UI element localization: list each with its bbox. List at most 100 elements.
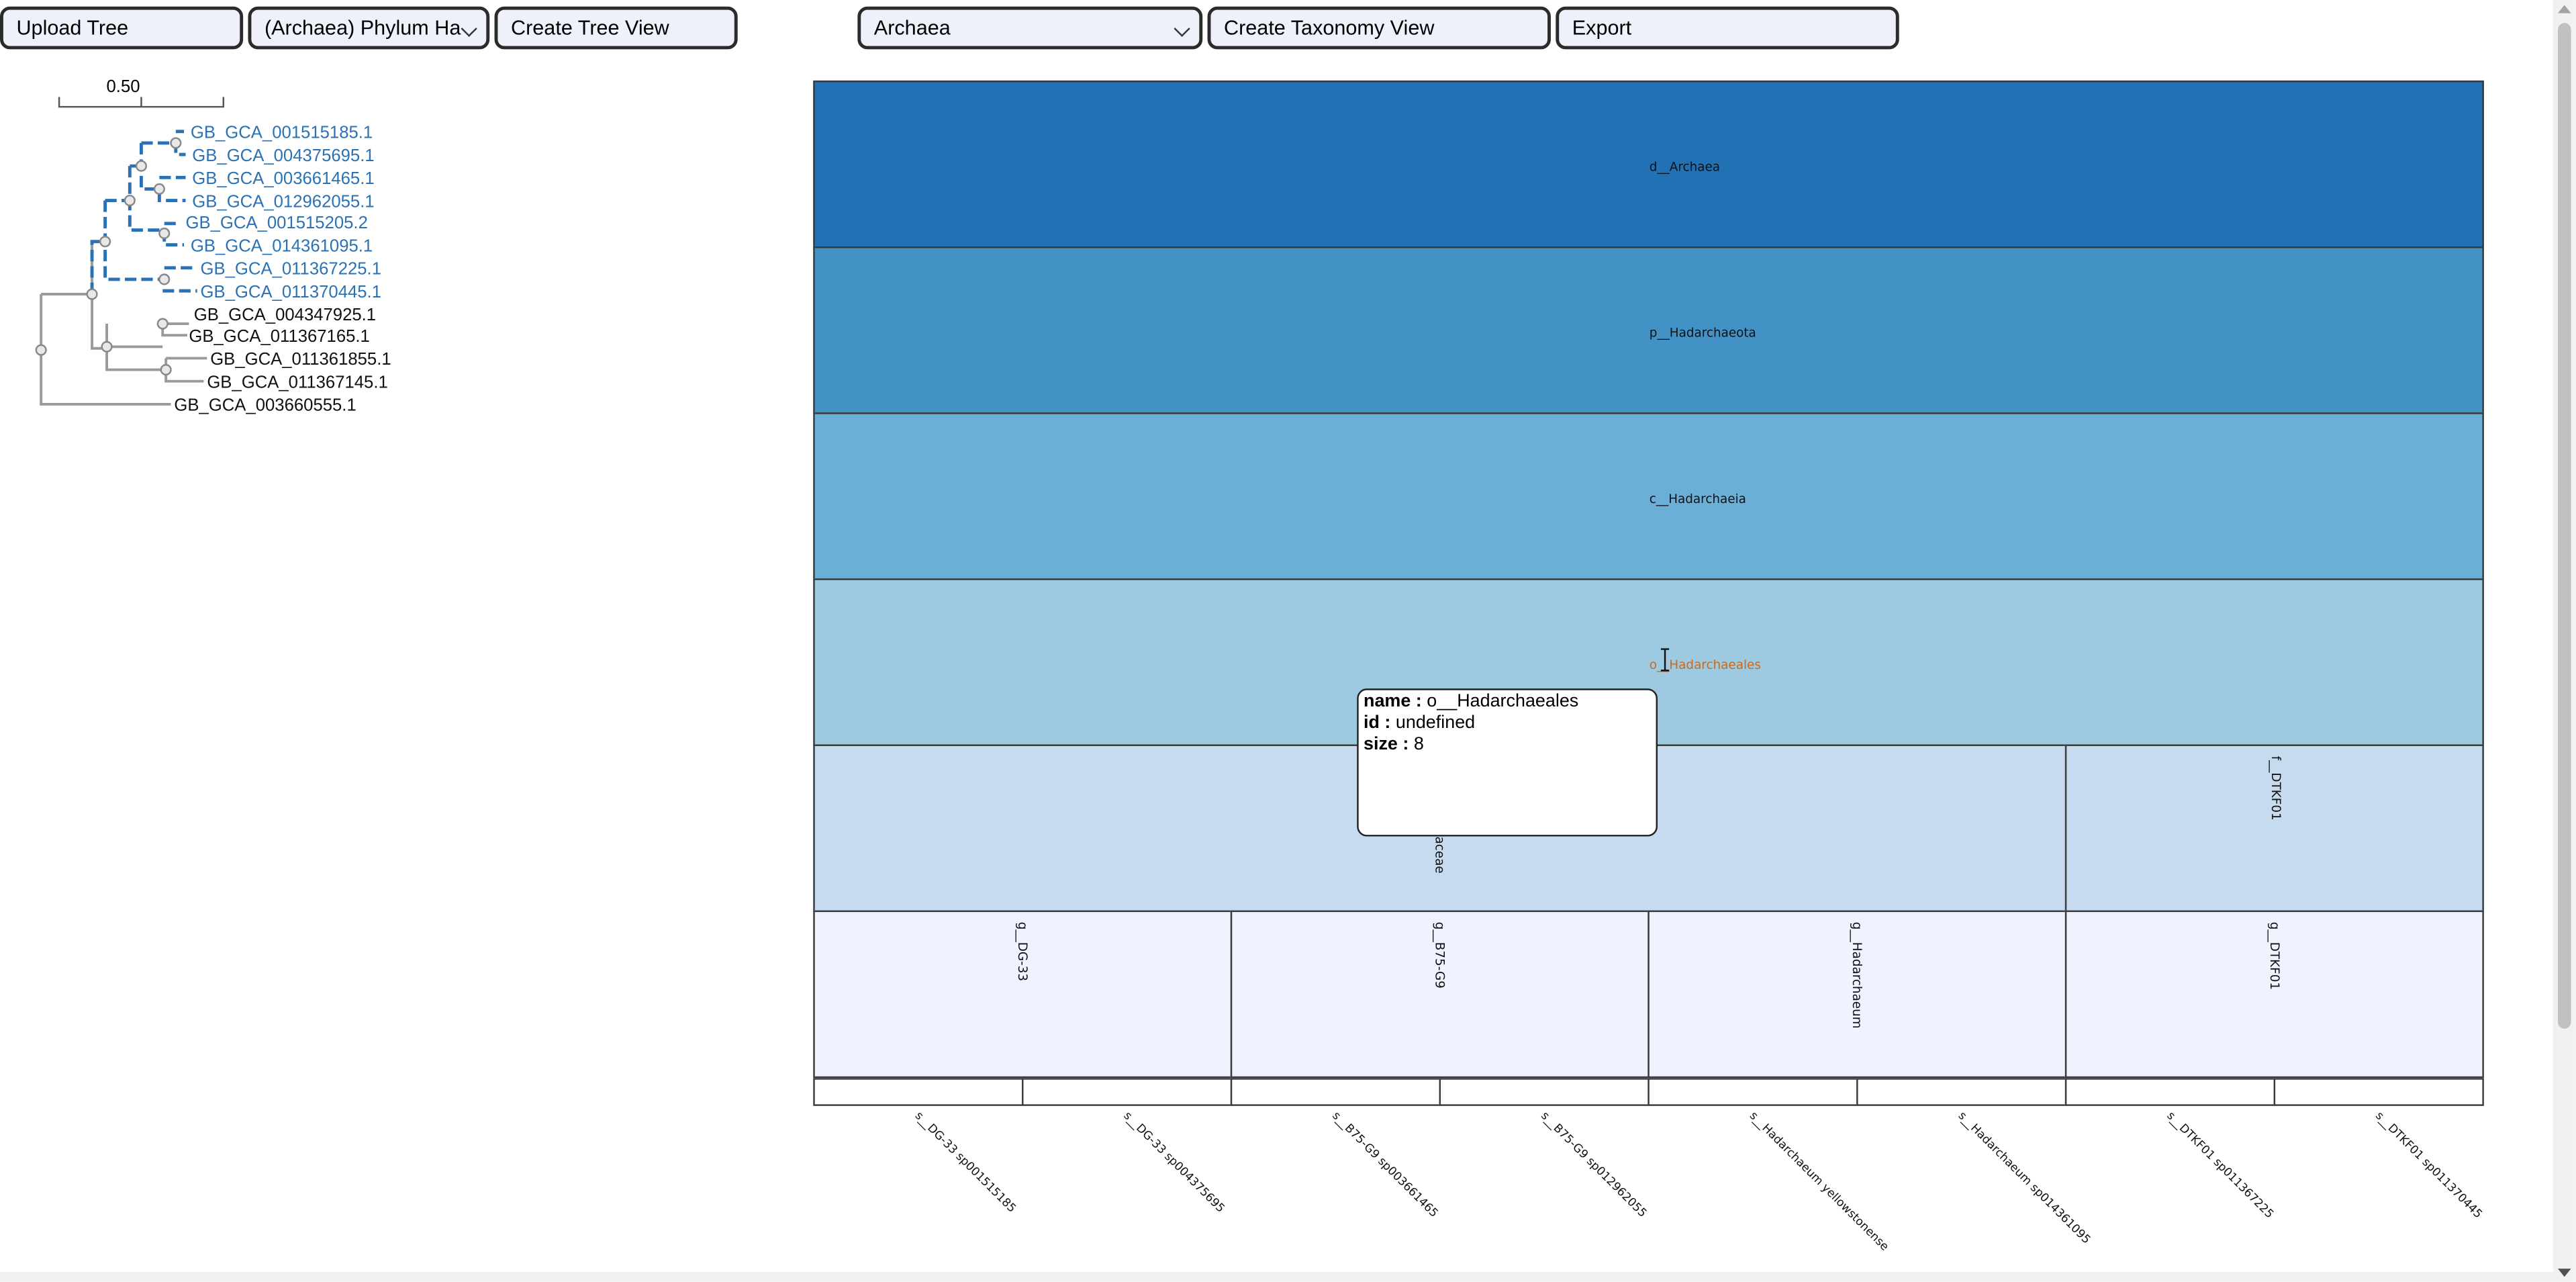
- tree-leaf-label[interactable]: GB_GCA_012962055.1: [192, 192, 374, 211]
- create-tree-view-button[interactable]: Create Tree View: [494, 6, 738, 50]
- tree-leaf-label[interactable]: GB_GCA_011367145.1: [207, 373, 387, 392]
- tree-leaf-label[interactable]: GB_GCA_011370445.1: [201, 283, 381, 302]
- taxon-cell-family[interactable]: f__DTKF01: [2064, 744, 2484, 913]
- chevron-down-icon: [461, 20, 477, 37]
- tree-branches-highlighted: [90, 130, 197, 295]
- create-tree-view-label: Create Tree View: [511, 16, 669, 40]
- tree-node[interactable]: [156, 318, 169, 330]
- taxon-cell-species[interactable]: [2064, 1078, 2276, 1106]
- species-label: s__DG-33 sp001515185: [912, 1109, 1018, 1216]
- tree-branch: [105, 324, 166, 371]
- tree-branch: [90, 240, 105, 295]
- text-cursor-icon: [1660, 648, 1670, 672]
- scale-bar-label: 0.50: [107, 77, 140, 96]
- rank-select[interactable]: (Archaea) Phylum Ha: [248, 6, 490, 50]
- horizontal-scrollbar[interactable]: [0, 1271, 2553, 1282]
- taxon-cell-class[interactable]: c__Hadarchaeia: [813, 412, 2484, 580]
- scale-bar-line: [58, 97, 225, 108]
- phylogenetic-tree: 0.50: [35, 77, 391, 415]
- tree-node[interactable]: [99, 236, 111, 248]
- tree-leaf-label[interactable]: GB_GCA_003660555.1: [174, 396, 356, 415]
- taxon-cell-genus[interactable]: g__DTKF01: [2064, 910, 2484, 1079]
- upload-tree-button[interactable]: Upload Tree: [0, 6, 244, 50]
- tooltip-size-value: 8: [1413, 734, 1424, 755]
- tooltip-id-value: undefined: [1395, 713, 1476, 733]
- taxon-label-phylum: p__Hadarchaeota: [1649, 325, 1756, 340]
- taxonomy-icicle: d__Archaea p__Hadarchaeota c__Hadarchaei…: [813, 80, 2485, 1254]
- taxon-cell-species[interactable]: [1439, 1078, 1650, 1106]
- tree-node[interactable]: [170, 137, 182, 149]
- taxon-cell-domain[interactable]: d__Archaea: [813, 80, 2484, 248]
- vertical-scrollbar[interactable]: [2553, 0, 2576, 1282]
- tree-leaf-label[interactable]: GB_GCA_004375695.1: [192, 146, 374, 165]
- taxon-label-order: o__Hadarchaeales: [1649, 657, 1761, 672]
- tree-leaf-label[interactable]: GB_GCA_011367225.1: [201, 260, 381, 279]
- tooltip-name-value: o__Hadarchaeales: [1427, 692, 1579, 712]
- scroll-down-icon[interactable]: [2557, 1269, 2571, 1277]
- species-label: s__Hadarchaeum yellowstonense: [1747, 1109, 1891, 1254]
- taxon-label-genus: g__DTKF01: [2267, 921, 2282, 991]
- taxon-cell-species[interactable]: [1230, 1078, 1441, 1106]
- scrollbar-thumb[interactable]: [2557, 23, 2571, 1029]
- tree-node[interactable]: [153, 183, 165, 195]
- species-label: s__B75-G9 sp003661465: [1329, 1109, 1441, 1220]
- tree-node[interactable]: [135, 160, 148, 172]
- taxon-cell-genus[interactable]: g__DG-33: [813, 910, 1233, 1079]
- tree-node[interactable]: [158, 227, 171, 240]
- taxon-label-genus: g__B75-G9: [1432, 921, 1447, 989]
- species-label: s__Hadarchaeum sp014361095: [1955, 1109, 2093, 1247]
- taxon-cell-species[interactable]: [1022, 1078, 1233, 1106]
- tree-branches-gray: [40, 241, 207, 406]
- taxon-cell-species[interactable]: [1648, 1078, 1858, 1106]
- export-label: Export: [1572, 16, 1632, 40]
- species-label: s__DTKF01 sp011370445: [2373, 1109, 2485, 1222]
- create-taxonomy-view-button[interactable]: Create Taxonomy View: [1207, 6, 1551, 50]
- tree-leaf-label[interactable]: GB_GCA_001515205.2: [186, 214, 368, 232]
- tree-node[interactable]: [86, 288, 98, 300]
- scroll-up-icon[interactable]: [2557, 5, 2571, 13]
- domain-select-value: Archaea: [873, 16, 951, 40]
- export-button[interactable]: Export: [1556, 6, 1899, 50]
- tooltip-size-row: size : 8: [1364, 734, 1424, 755]
- taxon-label-genus: g__Hadarchaeum: [1850, 921, 1865, 1029]
- tree-leaf-label[interactable]: GB_GCA_001515185.1: [191, 124, 373, 142]
- tree-leaf-label[interactable]: GB_GCA_003661465.1: [192, 169, 374, 188]
- tree-leaf-label[interactable]: GB_GCA_014361095.1: [191, 236, 373, 255]
- species-label: s__B75-G9 sp012962055: [1538, 1109, 1650, 1220]
- taxon-label-genus: g__DG-33: [1015, 921, 1031, 982]
- tree-node[interactable]: [158, 273, 171, 285]
- create-taxonomy-view-label: Create Taxonomy View: [1224, 16, 1435, 40]
- taxon-tooltip: name : o__Hadarchaeales id : undefined s…: [1357, 688, 1658, 837]
- tooltip-id-row: id : undefined: [1364, 713, 1476, 733]
- domain-select[interactable]: Archaea: [857, 6, 1203, 50]
- taxon-cell-genus[interactable]: g__Hadarchaeum: [1648, 910, 2067, 1079]
- taxon-cell-phylum[interactable]: p__Hadarchaeota: [813, 246, 2484, 414]
- upload-tree-label: Upload Tree: [16, 16, 129, 40]
- taxon-label-class: c__Hadarchaeia: [1649, 491, 1746, 506]
- taxon-cell-species[interactable]: [813, 1078, 1024, 1106]
- taxon-cell-species[interactable]: [2273, 1078, 2484, 1106]
- tree-leaf-label[interactable]: GB_GCA_011361855.1: [210, 350, 391, 369]
- tree-node[interactable]: [160, 364, 172, 376]
- tree-node[interactable]: [35, 344, 47, 356]
- taxon-label-family: f__DTKF01: [2269, 756, 2284, 821]
- tree-branch: [139, 142, 186, 202]
- taxon-cell-genus[interactable]: g__B75-G9: [1230, 910, 1650, 1079]
- tooltip-name-row: name : o__Hadarchaeales: [1364, 692, 1579, 712]
- tree-leaf-label[interactable]: GB_GCA_004347925.1: [194, 306, 376, 324]
- rank-select-value: (Archaea) Phylum Ha: [264, 16, 461, 40]
- tree-nodes: [35, 137, 182, 376]
- species-label: s__DG-33 sp004375695: [1120, 1109, 1227, 1216]
- tree-leaf-labels: GB_GCA_001515185.1 GB_GCA_004375695.1 GB…: [174, 124, 391, 415]
- tree-node[interactable]: [101, 340, 113, 353]
- tree-node[interactable]: [124, 194, 136, 207]
- taxon-cell-species[interactable]: [1856, 1078, 2067, 1106]
- taxon-label-domain: d__Archaea: [1649, 159, 1721, 175]
- tree-leaf-label[interactable]: GB_GCA_011367165.1: [189, 327, 369, 346]
- chevron-down-icon: [1174, 20, 1190, 37]
- tree-branch: [40, 294, 171, 406]
- scale-bar: 0.50: [58, 77, 225, 108]
- species-label: s__DTKF01 sp011367225: [2164, 1109, 2277, 1222]
- taxon-label-family: aceae: [1432, 836, 1447, 874]
